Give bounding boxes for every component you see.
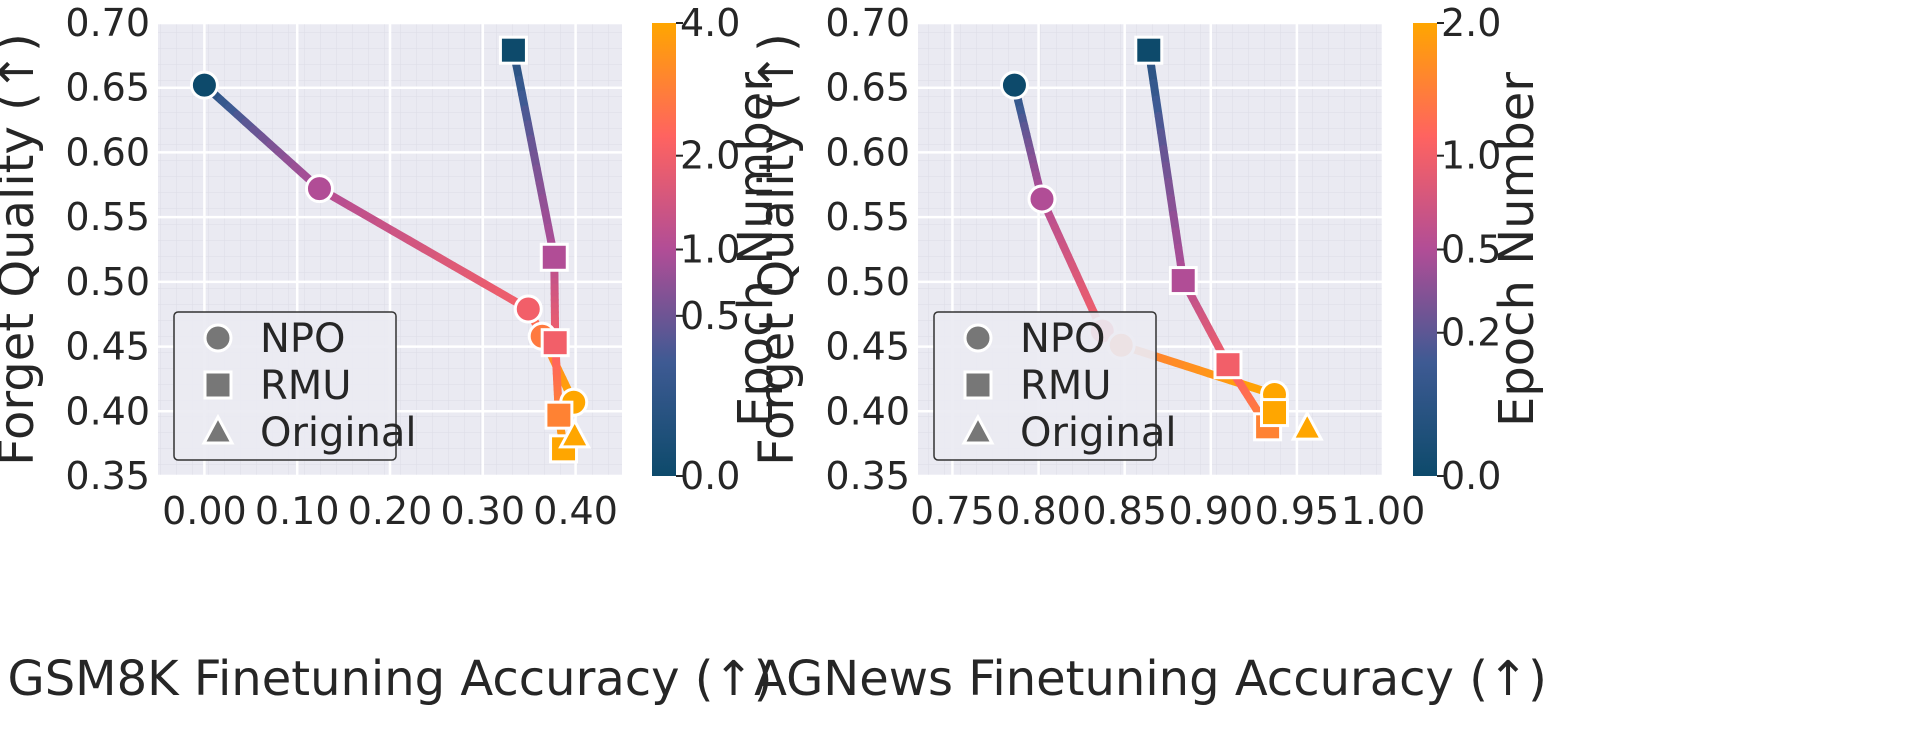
chart-panel-agnews: 0.75 0.80 0.85 0.90 0.95 1.000.350.400.450.50… — [749, 1, 1547, 707]
y-tick-label: 0.40 — [65, 389, 150, 433]
colorbar-tick-label: 2.0 — [680, 134, 740, 178]
colorbar-tick-label: 0.5 — [680, 294, 740, 338]
data-point-rmu — [1213, 350, 1243, 380]
y-tick-label: 0.50 — [825, 260, 910, 304]
colorbar-tick-label: 1.0 — [1441, 134, 1501, 178]
data-point-rmu — [540, 328, 570, 358]
x-tick-label: 0.90 — [1168, 489, 1253, 533]
y-tick-label: 0.70 — [65, 1, 150, 45]
x-tick-label: 0.30 — [440, 489, 525, 533]
y-tick-label: 0.45 — [825, 325, 910, 369]
x-tick-label: 0.80 — [996, 489, 1081, 533]
legend-label-original: Original — [260, 410, 417, 456]
y-axis-label: Forget Quality (↑) — [0, 33, 45, 466]
legend-box — [173, 311, 397, 461]
x-tick-label: 0.75 — [910, 489, 995, 533]
legend-label-npo: NPO — [260, 316, 346, 362]
x-axis-label: AGNews Finetuning Accuracy (↑) — [754, 651, 1547, 707]
data-point-original — [558, 417, 592, 449]
y-tick-label: 0.35 — [65, 454, 150, 498]
legend-label-rmu: RMU — [1020, 363, 1112, 409]
x-tick-label: 0.40 — [533, 489, 618, 533]
colorbar-tick-label: 0.0 — [1441, 454, 1501, 498]
data-point-npo — [513, 294, 543, 324]
colorbar-tick-label: 4.0 — [680, 1, 740, 45]
x-axis-label: GSM8K Finetuning Accuracy (↑) — [8, 651, 773, 707]
y-tick-label: 0.45 — [65, 325, 150, 369]
chart-panel-gsm8k: 0.00 0.10 0.20 0.30 0.400.350.400.450.500.55… — [0, 1, 784, 707]
colorbar-label: Epoch Number — [728, 72, 784, 427]
data-point-npo — [999, 70, 1029, 100]
data-point-rmu — [544, 400, 574, 430]
x-tick-label: 0.85 — [1082, 489, 1167, 533]
legend-marker-rmu — [963, 370, 993, 400]
y-tick-label: 0.60 — [825, 130, 910, 174]
data-point-npo — [304, 174, 334, 204]
legend-marker-original — [961, 413, 995, 445]
y-tick-label: 0.40 — [825, 389, 910, 433]
y-tick-label: 0.65 — [825, 66, 910, 110]
data-point-npo — [1027, 184, 1057, 214]
y-tick-label: 0.55 — [65, 195, 150, 239]
legend-marker-rmu — [203, 370, 233, 400]
legend-marker-npo — [963, 323, 993, 353]
x-tick-label: 0.95 — [1255, 489, 1340, 533]
colorbar — [1413, 23, 1437, 476]
legend-box — [933, 311, 1157, 461]
colorbar-label: Epoch Number — [1489, 72, 1545, 427]
colorbar-tick-label: 2.0 — [1441, 1, 1501, 45]
legend-marker-original — [201, 413, 235, 445]
data-point-rmu — [1168, 266, 1198, 296]
data-point-rmu — [498, 35, 528, 65]
legend-label-original: Original — [1020, 410, 1177, 456]
legend-marker-npo — [203, 323, 233, 353]
y-tick-label: 0.65 — [65, 66, 150, 110]
data-point-original — [1290, 409, 1324, 441]
y-tick-label: 0.70 — [825, 1, 910, 45]
y-tick-label: 0.55 — [825, 195, 910, 239]
data-point-npo — [189, 70, 219, 100]
colorbar-tick-label: 1.0 — [680, 228, 740, 272]
x-tick-label: 0.10 — [255, 489, 340, 533]
y-tick-label: 0.60 — [65, 130, 150, 174]
y-axis-label: Forget Quality (↑) — [749, 33, 805, 466]
y-tick-label: 0.35 — [825, 454, 910, 498]
colorbar-tick-label: 0.2 — [1441, 311, 1501, 355]
x-tick-label: 0.20 — [348, 489, 433, 533]
colorbar — [652, 23, 676, 476]
data-point-rmu — [1260, 398, 1289, 428]
y-tick-label: 0.50 — [65, 260, 150, 304]
legend-label-rmu: RMU — [260, 363, 352, 409]
x-tick-label: 1.00 — [1341, 489, 1426, 533]
x-tick-label: 0.00 — [162, 489, 247, 533]
colorbar-tick-label: 0.5 — [1441, 228, 1501, 272]
data-point-rmu — [539, 242, 569, 272]
data-point-rmu — [1134, 35, 1164, 65]
legend-label-npo: NPO — [1020, 316, 1106, 362]
colorbar-tick-label: 0.0 — [680, 454, 740, 498]
